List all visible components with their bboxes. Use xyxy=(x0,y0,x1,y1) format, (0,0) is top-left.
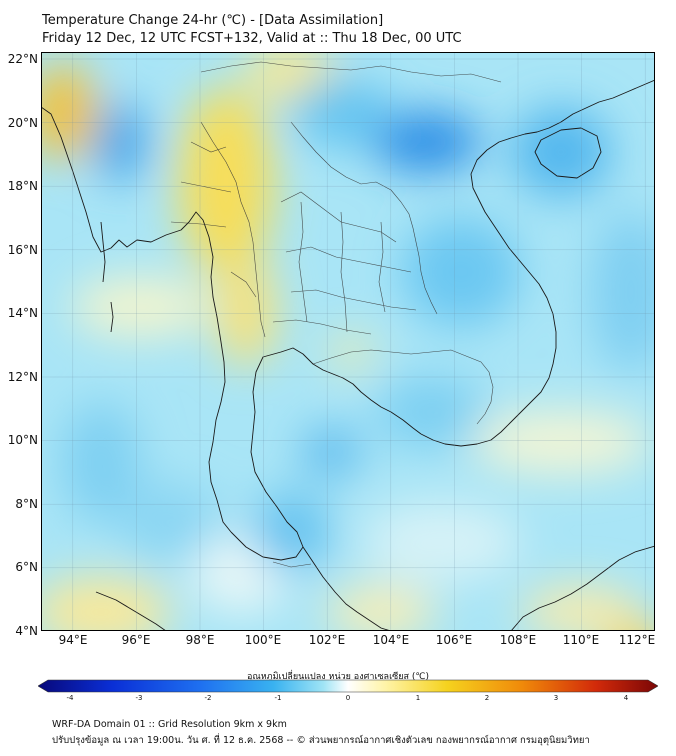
andaman-islands xyxy=(100,221,114,333)
colorbar-gradient xyxy=(38,679,658,693)
lat-label: 20°N xyxy=(7,116,38,130)
myanmar-coast xyxy=(41,106,232,533)
sumatra-coast xyxy=(95,591,167,631)
lat-label: 16°N xyxy=(7,243,38,257)
thai-gulf-coast xyxy=(230,347,422,561)
border-china xyxy=(200,61,502,83)
lat-label: 22°N xyxy=(7,52,38,66)
colorbar-tick: -4 xyxy=(66,694,74,702)
colorbar-tick: 0 xyxy=(345,694,351,702)
lat-label: 12°N xyxy=(7,370,38,384)
temperature-field xyxy=(41,52,655,631)
colorbar-tick: -2 xyxy=(204,694,212,702)
lon-label: 100°E xyxy=(244,633,282,647)
provinces-myanmar xyxy=(170,141,257,298)
colorbar-tick: -3 xyxy=(135,694,143,702)
borders xyxy=(170,61,502,568)
border-laos xyxy=(290,121,438,315)
footer-model-info: WRF-DA Domain 01 :: Grid Resolution 9km … xyxy=(52,719,287,730)
footer-credit: ปรับปรุงข้อมูล ณ เวลา 19:00น. วัน ศ. ที่… xyxy=(52,735,590,746)
lat-label: 4°N xyxy=(15,624,38,638)
border-malaysia xyxy=(272,561,312,568)
colorbar-tick: 2 xyxy=(484,694,490,702)
lat-label: 14°N xyxy=(7,306,38,320)
coastlines xyxy=(41,79,655,631)
temperature-change-map xyxy=(41,52,655,631)
colorbar-title: อุณหภูมิเปลี่ยนแปลง หน่วย องศาเซลเซียส (… xyxy=(246,672,430,682)
map-subtitle: Friday 12 Dec, 12 UTC FCST+132, Valid at… xyxy=(42,31,462,46)
vietnam-coast xyxy=(420,79,655,447)
lat-label: 10°N xyxy=(7,433,38,447)
colorbar-tick: 3 xyxy=(553,694,559,702)
lon-label: 94°E xyxy=(58,633,88,647)
malay-peninsula-coast xyxy=(302,546,392,631)
map-frame xyxy=(41,52,655,631)
colorbar-tick: 4 xyxy=(623,694,629,702)
lon-label: 98°E xyxy=(185,633,215,647)
lon-label: 112°E xyxy=(618,633,656,647)
border-cambodia xyxy=(312,349,494,425)
lon-label: 108°E xyxy=(499,633,537,647)
lat-label: 18°N xyxy=(7,179,38,193)
borneo-coast xyxy=(510,545,655,631)
lon-label: 104°E xyxy=(372,633,410,647)
colorbar-tick: 1 xyxy=(415,694,421,702)
lon-label: 102°E xyxy=(308,633,346,647)
lon-label: 96°E xyxy=(121,633,151,647)
lon-label: 106°E xyxy=(435,633,473,647)
lat-label: 6°N xyxy=(15,560,38,574)
provinces-thailand xyxy=(272,191,417,335)
colorbar xyxy=(38,679,658,693)
lat-label: 8°N xyxy=(15,497,38,511)
map-title: Temperature Change 24-hr (℃) - [Data Ass… xyxy=(42,13,384,28)
lon-label: 110°E xyxy=(562,633,600,647)
gridlines xyxy=(41,52,655,631)
colorbar-tick: -1 xyxy=(274,694,282,702)
hainan-island xyxy=(534,127,602,179)
border-myanmar-thailand xyxy=(200,121,266,338)
